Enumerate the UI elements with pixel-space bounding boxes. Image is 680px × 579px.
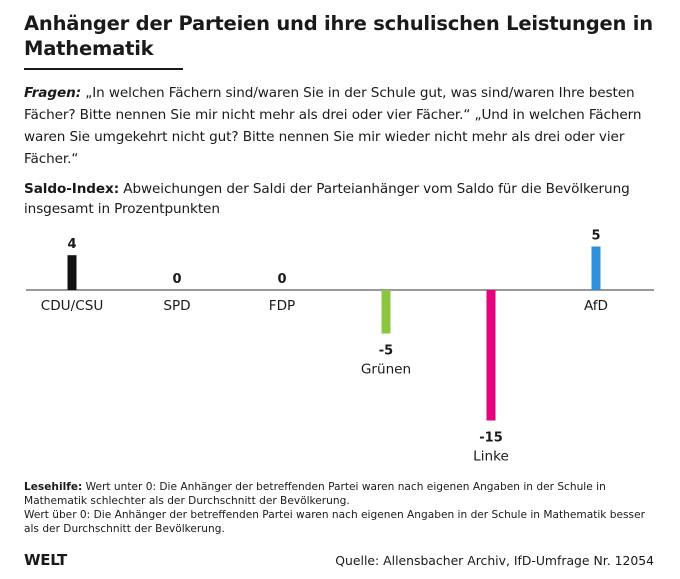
footnote: Lesehilfe: Wert unter 0: Die Anhänger de… (24, 480, 660, 536)
value-label-cdu-csu: 4 (67, 237, 76, 252)
chart-title: Anhänger der Parteien und ihre schulisch… (24, 12, 653, 60)
value-label-spd: 0 (172, 272, 181, 287)
bar-cdu-csu (67, 255, 77, 290)
value-label-linke: -15 (479, 431, 503, 446)
value-label-fdp: 0 (277, 272, 286, 287)
footnote-label: Lesehilfe: (24, 481, 83, 493)
source-text: Quelle: Allensbacher Archiv, IfD-Umfrage… (335, 553, 654, 568)
category-label-cdu-csu: CDU/CSU (41, 298, 104, 314)
saldo-description: Saldo-Index: Abweichungen der Saldi der … (24, 179, 664, 219)
bar-gr-nen (381, 290, 391, 334)
category-label-gr-nen: Grünen (361, 362, 411, 378)
title-underline (24, 68, 183, 70)
footnote-line-1-text: Wert unter 0: Die Anhänger der betreffen… (24, 481, 606, 507)
category-label-afd: AfD (584, 298, 608, 314)
footnote-line-1: Lesehilfe: Wert unter 0: Die Anhänger de… (24, 480, 660, 508)
value-label-afd: 5 (591, 229, 600, 244)
saldo-label: Saldo-Index: (24, 181, 120, 197)
category-label-fdp: FDP (269, 298, 295, 314)
welt-logo: WELT (24, 551, 67, 569)
category-label-spd: SPD (163, 298, 190, 314)
saldo-body: Abweichungen der Saldi der Parteianhänge… (24, 181, 630, 217)
category-label-linke: Linke (473, 449, 509, 465)
questions-body: „In welchen Fächern sind/waren Sie in de… (24, 85, 642, 167)
value-label-gr-nen: -5 (379, 344, 393, 359)
bar-linke (486, 290, 496, 421)
footnote-line-2: Wert über 0: Die Anhänger der betreffend… (24, 509, 645, 535)
questions-label: Fragen: (24, 85, 82, 101)
bar-afd (591, 246, 601, 290)
questions-text: Fragen: „In welchen Fächern sind/waren S… (24, 82, 664, 170)
